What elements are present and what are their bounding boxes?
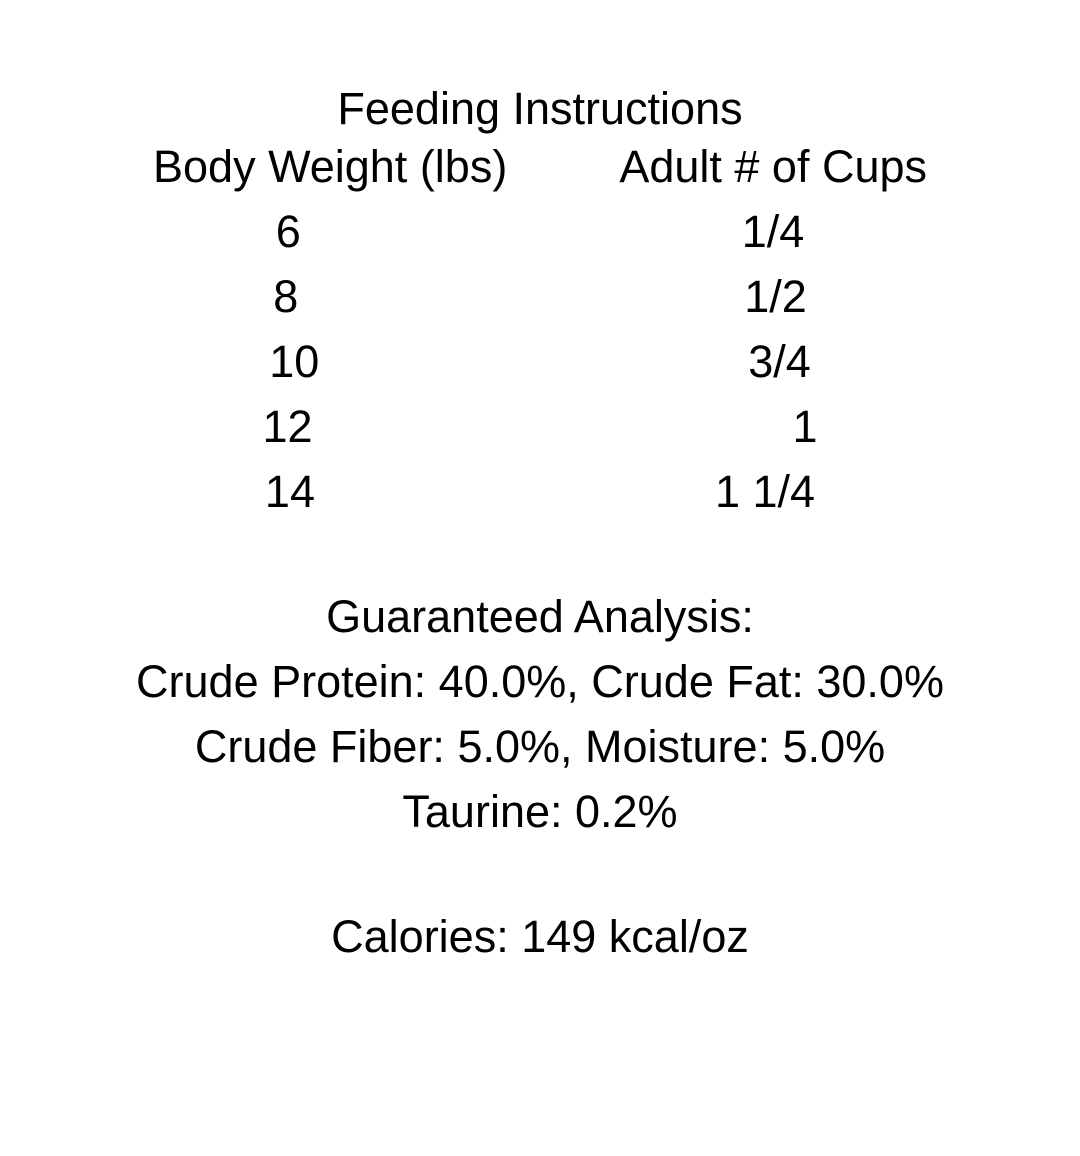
column-gap — [319, 376, 748, 377]
cups-value: 1/2 — [744, 271, 807, 322]
table-header-row: Body Weight (lbs) Adult # of Cups — [0, 134, 1080, 199]
analysis-line-taurine: Taurine: 0.2% — [402, 786, 678, 837]
cups-value: 3/4 — [748, 336, 811, 387]
cups-value: 1 — [792, 401, 818, 452]
analysis-line-fiber-moisture: Crude Fiber: 5.0%, Moisture: 5.0% — [194, 721, 886, 772]
cups-value: 1 1/4 — [714, 466, 816, 517]
calories-text: Calories: 149 kcal/oz — [331, 911, 749, 962]
body-weight-value: 6 — [275, 206, 301, 257]
table-row: 12 1 — [0, 394, 1080, 459]
cups-header: Adult # of Cups — [619, 141, 927, 192]
body-weight-value: 10 — [269, 336, 320, 387]
column-gap — [313, 441, 793, 442]
column-gap — [301, 246, 742, 247]
body-weight-value: 8 — [273, 271, 299, 322]
cups-value: 1/4 — [741, 206, 805, 257]
table-row: 14 1 1/4 — [0, 459, 1080, 524]
feeding-label: Feeding Instructions Body Weight (lbs) A… — [0, 76, 1080, 1156]
feeding-table: Body Weight (lbs) Adult # of Cups 6 1/4 … — [0, 134, 1080, 524]
column-gap — [507, 181, 619, 182]
table-row: 8 1/2 — [0, 264, 1080, 329]
analysis-line-protein-fat: Crude Protein: 40.0%, Crude Fat: 30.0% — [136, 656, 944, 707]
table-row: 6 1/4 — [0, 199, 1080, 264]
guaranteed-analysis-heading: Guaranteed Analysis: — [326, 591, 754, 642]
column-gap — [298, 311, 744, 312]
table-row: 10 3/4 — [0, 329, 1080, 394]
body-weight-header: Body Weight (lbs) — [153, 141, 508, 192]
page-title: Feeding Instructions — [337, 83, 743, 134]
body-weight-value: 12 — [262, 401, 313, 452]
body-weight-value: 14 — [264, 466, 315, 517]
guaranteed-analysis-section: Guaranteed Analysis: Crude Protein: 40.0… — [0, 584, 1080, 844]
column-gap — [315, 506, 715, 507]
